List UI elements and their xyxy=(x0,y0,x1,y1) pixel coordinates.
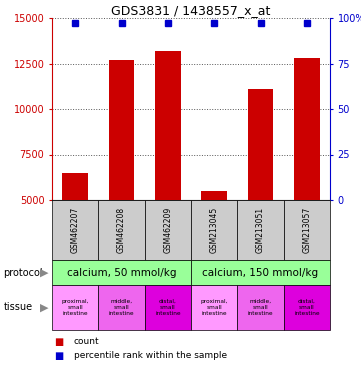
Text: GSM213051: GSM213051 xyxy=(256,207,265,253)
Text: GSM213057: GSM213057 xyxy=(302,207,311,253)
Text: distal,
small
intestine: distal, small intestine xyxy=(294,299,319,316)
Text: distal,
small
intestine: distal, small intestine xyxy=(155,299,180,316)
Text: middle,
small
intestine: middle, small intestine xyxy=(248,299,273,316)
Bar xyxy=(155,51,180,200)
Bar xyxy=(62,173,88,200)
Text: protocol: protocol xyxy=(4,268,43,278)
Text: calcium, 50 mmol/kg: calcium, 50 mmol/kg xyxy=(67,268,176,278)
Text: GSM462208: GSM462208 xyxy=(117,207,126,253)
Text: GSM213045: GSM213045 xyxy=(210,207,219,253)
Bar xyxy=(294,58,319,200)
Text: calcium, 150 mmol/kg: calcium, 150 mmol/kg xyxy=(203,268,318,278)
Text: GSM462207: GSM462207 xyxy=(71,207,80,253)
Text: tissue: tissue xyxy=(4,303,33,313)
Bar xyxy=(248,89,273,200)
Text: percentile rank within the sample: percentile rank within the sample xyxy=(74,351,227,361)
Text: ▶: ▶ xyxy=(40,268,48,278)
Title: GDS3831 / 1438557_x_at: GDS3831 / 1438557_x_at xyxy=(111,4,271,17)
Text: count: count xyxy=(74,338,100,346)
Text: ■: ■ xyxy=(54,337,63,347)
Text: proximal,
small
intestine: proximal, small intestine xyxy=(200,299,228,316)
Bar xyxy=(201,191,227,200)
Text: ■: ■ xyxy=(54,351,63,361)
Text: ▶: ▶ xyxy=(40,303,48,313)
Bar xyxy=(109,60,134,200)
Text: proximal,
small
intestine: proximal, small intestine xyxy=(61,299,89,316)
Text: GSM462209: GSM462209 xyxy=(163,207,172,253)
Text: middle,
small
intestine: middle, small intestine xyxy=(109,299,134,316)
